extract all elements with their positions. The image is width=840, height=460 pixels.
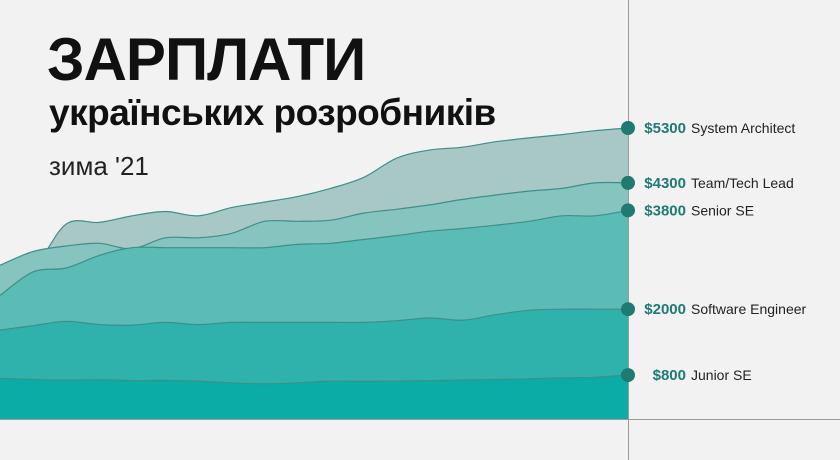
page-title: ЗАРПЛАТИ <box>47 26 366 93</box>
series-label-senior-se: Senior SE <box>691 202 754 218</box>
series-label-software-engineer: Software Engineer <box>691 301 807 317</box>
area-layers <box>0 127 629 419</box>
marker-software-engineer <box>621 302 635 317</box>
line-senior-se <box>0 209 629 296</box>
marker-junior-se <box>621 368 635 383</box>
line-team-tech-lead <box>0 181 629 266</box>
value-label-senior-se: $3800 <box>644 202 686 219</box>
marker-team-tech-lead <box>621 175 635 190</box>
value-label-team-tech-lead: $4300 <box>644 175 686 192</box>
page-subtitle: українських розробників <box>49 92 496 133</box>
line-junior-se <box>0 374 629 385</box>
series-label-team-tech-lead: Team/Tech Lead <box>691 175 794 191</box>
marker-system-architect <box>621 121 635 135</box>
season-label: зима '21 <box>49 151 149 181</box>
area-junior-se <box>0 375 628 419</box>
marker-senior-se <box>621 203 635 218</box>
line-software-engineer <box>0 308 628 331</box>
value-label-software-engineer: $2000 <box>644 301 686 318</box>
series-end-markers <box>621 121 635 383</box>
line-system-architect <box>0 127 629 275</box>
series-label-system-architect: System Architect <box>691 120 795 136</box>
value-label-system-architect: $5300 <box>644 120 686 137</box>
value-label-junior-se: $800 <box>653 367 686 384</box>
series-end-labels: $800 Junior SE $2000 Software Engineer $3800… <box>644 120 806 384</box>
series-label-junior-se: Junior SE <box>691 367 752 383</box>
